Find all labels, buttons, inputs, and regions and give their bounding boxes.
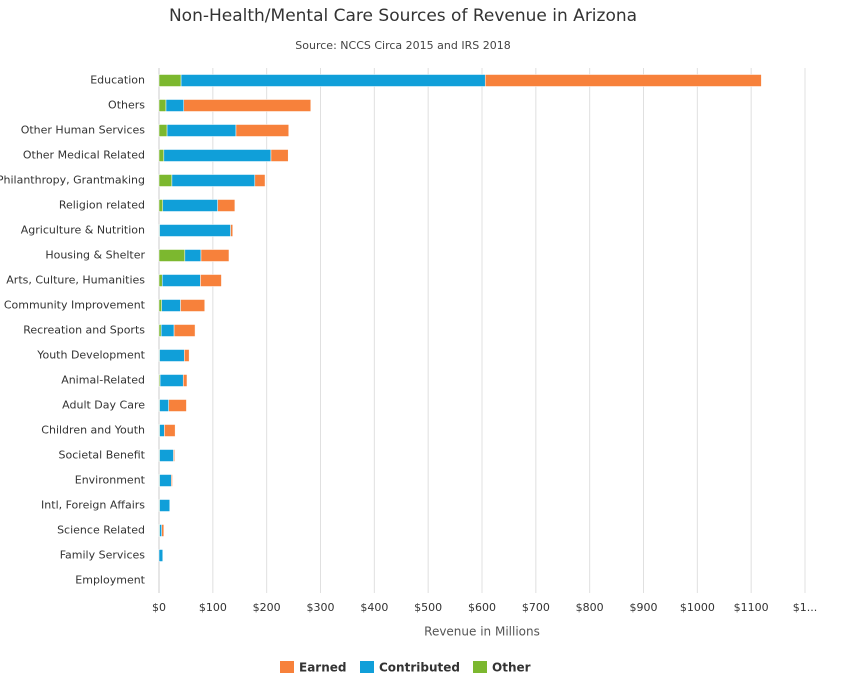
bar-segment bbox=[217, 199, 236, 212]
y-tick-label: Housing & Shelter bbox=[45, 249, 145, 262]
bar-segment bbox=[173, 449, 175, 462]
bar-segment bbox=[180, 299, 206, 312]
bar-segment bbox=[164, 424, 176, 437]
y-tick-label: Adult Day Care bbox=[62, 399, 145, 412]
x-tick-label: $1... bbox=[793, 601, 818, 614]
y-tick-label: Animal-Related bbox=[61, 374, 145, 387]
bar-segment bbox=[158, 174, 173, 187]
x-tick-label: $700 bbox=[522, 601, 550, 614]
bar-segment bbox=[484, 74, 762, 87]
bar-segment bbox=[161, 274, 201, 287]
bar-segment bbox=[158, 549, 164, 562]
bar-segment bbox=[200, 274, 222, 287]
bar-segment bbox=[173, 324, 196, 337]
bar-segment bbox=[158, 74, 182, 87]
y-tick-label: Education bbox=[90, 74, 145, 87]
bar-segment bbox=[159, 349, 185, 362]
bar-segment bbox=[159, 424, 165, 437]
bar-segment bbox=[158, 324, 162, 337]
bar-segment bbox=[171, 474, 173, 487]
bar-segment bbox=[200, 249, 230, 262]
bar-segment bbox=[171, 174, 256, 187]
bar-segment bbox=[183, 99, 312, 112]
y-tick-label: Youth Development bbox=[36, 349, 145, 362]
y-tick-label: Philanthropy, Grantmaking bbox=[0, 174, 145, 187]
x-tick-label: $800 bbox=[576, 601, 604, 614]
y-tick-label: Recreation and Sports bbox=[23, 324, 145, 337]
legend-label: Earned bbox=[299, 661, 346, 675]
bar-segment bbox=[158, 199, 164, 212]
legend-label: Contributed bbox=[379, 661, 460, 675]
bar-segment bbox=[161, 299, 181, 312]
y-tick-label: Societal Benefit bbox=[59, 449, 146, 462]
bar-segment bbox=[270, 149, 289, 162]
x-tick-label: $500 bbox=[414, 601, 442, 614]
y-tick-label: Employment bbox=[75, 574, 145, 587]
x-tick-label: $400 bbox=[360, 601, 388, 614]
bar-segment bbox=[165, 99, 185, 112]
x-tick-label: $200 bbox=[253, 601, 281, 614]
y-tick-label: Environment bbox=[75, 474, 146, 487]
x-tick-label: $100 bbox=[199, 601, 227, 614]
x-tick-label: $1100 bbox=[734, 601, 769, 614]
bar-segment bbox=[158, 274, 163, 287]
bar-segment bbox=[184, 249, 202, 262]
y-tick-label: Religion related bbox=[59, 199, 145, 212]
bar-segment bbox=[159, 524, 162, 537]
bar-segment bbox=[158, 124, 168, 137]
x-tick-label: $900 bbox=[630, 601, 658, 614]
bar-segment bbox=[160, 324, 175, 337]
y-tick-label: Science Related bbox=[57, 524, 145, 537]
bar-segment bbox=[159, 374, 184, 387]
y-tick-label: Community Improvement bbox=[4, 299, 146, 312]
x-tick-label: $600 bbox=[468, 601, 496, 614]
bar-segment bbox=[235, 124, 289, 137]
y-tick-label: Other Medical Related bbox=[23, 149, 145, 162]
bar-segment bbox=[159, 224, 231, 237]
bar-segment bbox=[230, 224, 234, 237]
bar-segment bbox=[159, 499, 171, 512]
bar-segment bbox=[180, 74, 486, 87]
x-tick-label: $300 bbox=[307, 601, 335, 614]
bar-segment bbox=[158, 249, 186, 262]
y-tick-label: Agriculture & Nutrition bbox=[21, 224, 145, 237]
x-tick-label: $0 bbox=[152, 601, 166, 614]
bar-segment bbox=[163, 149, 272, 162]
y-tick-label: Other Human Services bbox=[21, 124, 146, 137]
bar-segment bbox=[158, 299, 162, 312]
chart-title: Non-Health/Mental Care Sources of Revenu… bbox=[169, 6, 637, 26]
legend-label: Other bbox=[492, 661, 531, 675]
bar-segment bbox=[158, 149, 165, 162]
chart-subtitle: Source: NCCS Circa 2015 and IRS 2018 bbox=[295, 39, 510, 52]
bar-segment bbox=[184, 349, 190, 362]
bar-segment bbox=[254, 174, 266, 187]
x-axis-title: Revenue in Millions bbox=[424, 625, 540, 639]
bar-segment bbox=[182, 374, 188, 387]
bar-segment bbox=[162, 199, 218, 212]
y-tick-label: Children and Youth bbox=[41, 424, 145, 437]
legend-swatch bbox=[280, 661, 294, 673]
legend-swatch bbox=[473, 661, 487, 673]
y-tick-label: Family Services bbox=[60, 549, 146, 562]
bar-segment bbox=[161, 524, 165, 537]
y-tick-label: Arts, Culture, Humanities bbox=[6, 274, 145, 287]
bar-segment bbox=[159, 474, 172, 487]
bar-segment bbox=[158, 99, 167, 112]
x-tick-label: $1000 bbox=[680, 601, 715, 614]
bar-segment bbox=[159, 449, 174, 462]
bar-segment bbox=[159, 399, 169, 412]
legend-swatch bbox=[360, 661, 374, 673]
y-tick-label: Intl, Foreign Affairs bbox=[41, 499, 145, 512]
bar-segment bbox=[166, 124, 237, 137]
bar-segment bbox=[168, 399, 187, 412]
y-tick-label: Others bbox=[108, 99, 145, 112]
